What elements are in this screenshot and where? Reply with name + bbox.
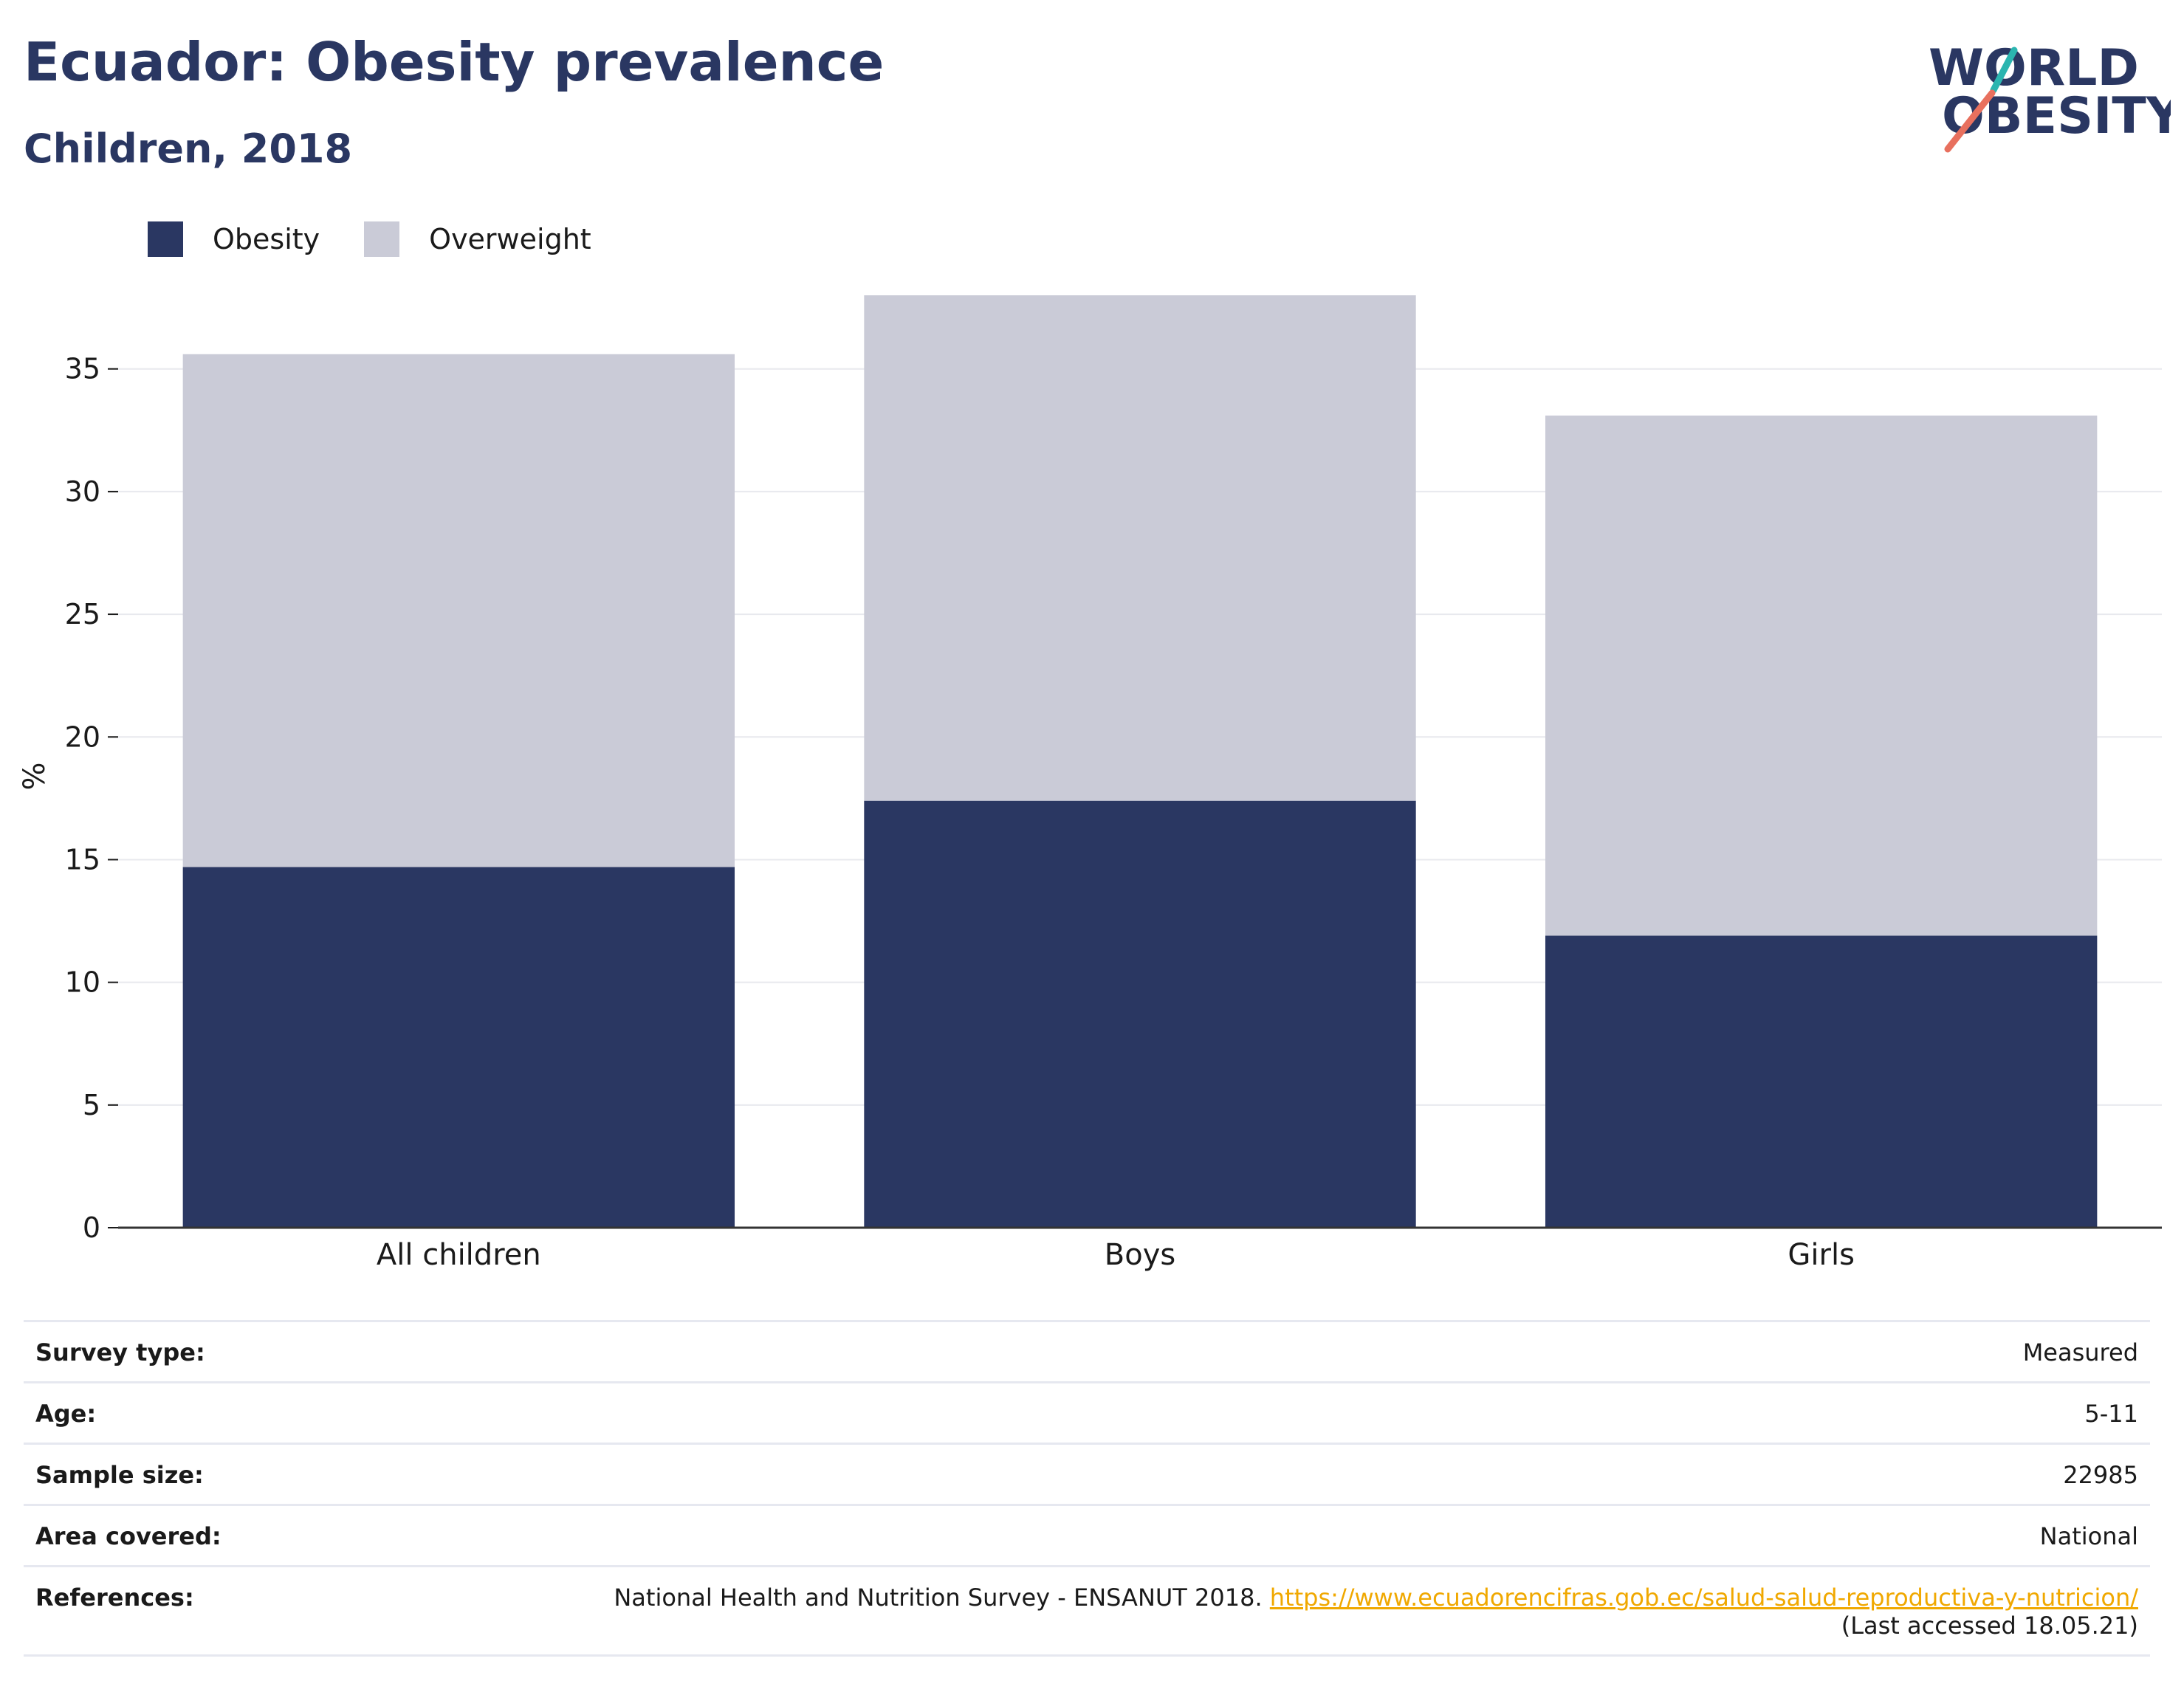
- bar-obesity-all-children[interactable]: [182, 867, 735, 1228]
- y-axis-label: %: [18, 762, 52, 790]
- y-tick-label: 30: [65, 475, 100, 508]
- info-row-age: Age: 5-11: [24, 1383, 2150, 1445]
- references-text: National Health and Nutrition Survey - E…: [614, 1584, 1263, 1612]
- chart-subtitle: Children, 2018: [24, 126, 353, 172]
- info-row-survey-type: Survey type: Measured: [24, 1322, 2150, 1383]
- info-row-area-covered: Area covered: National: [24, 1506, 2150, 1567]
- references-link[interactable]: https://www.ecuadorencifras.gob.ec/salud…: [1269, 1584, 2138, 1612]
- survey-type-value: Measured: [2022, 1338, 2138, 1366]
- bar-overweight-girls[interactable]: [1545, 415, 2098, 936]
- age-value: 5-11: [2084, 1400, 2138, 1428]
- logo-line2: OBESITY: [1942, 87, 2171, 145]
- sample-size-value: 22985: [2063, 1461, 2138, 1489]
- legend-item-obesity[interactable]: Obesity: [148, 221, 320, 257]
- bar-overweight-all-children[interactable]: [182, 354, 735, 867]
- y-tick-label: 20: [65, 721, 100, 753]
- x-tick-label: All children: [377, 1238, 541, 1272]
- legend-label-overweight: Overweight: [429, 223, 591, 255]
- legend-label-obesity: Obesity: [213, 223, 320, 255]
- legend-swatch-overweight: [364, 221, 400, 257]
- stacked-bar-chart: 0 5 10 15 20 25 30 35% All children Boys Girls: [18, 295, 2162, 1272]
- references-value: National Health and Nutrition Survey - E…: [614, 1584, 2138, 1640]
- y-tick-label: 15: [65, 843, 100, 876]
- age-label: Age:: [35, 1400, 97, 1428]
- info-row-sample-size: Sample size: 22985: [24, 1445, 2150, 1506]
- bar-obesity-girls[interactable]: [1545, 935, 2098, 1228]
- x-tick-label: Boys: [1105, 1238, 1175, 1272]
- x-tick-label: Girls: [1788, 1238, 1855, 1272]
- area-covered-value: National: [2039, 1522, 2138, 1550]
- bar-overweight-boys[interactable]: [864, 295, 1416, 801]
- y-tick-label: 25: [65, 598, 100, 630]
- legend-swatch-obesity: [148, 221, 183, 257]
- world-obesity-logo: WORLD OBESITY: [1929, 39, 2171, 153]
- references-accessed: (Last accessed 18.05.21): [1841, 1612, 2138, 1640]
- logo-slash-coral: [1944, 89, 1996, 153]
- info-row-references: References: National Health and Nutritio…: [24, 1567, 2150, 1657]
- area-covered-label: Area covered:: [35, 1522, 222, 1550]
- logo-slash-teal: [1990, 47, 2018, 94]
- references-label: References:: [35, 1584, 194, 1612]
- sample-size-label: Sample size:: [35, 1461, 204, 1489]
- y-tick-label: 5: [83, 1089, 100, 1121]
- bar-obesity-boys[interactable]: [864, 800, 1416, 1228]
- chart-title: Ecuador: Obesity prevalence: [24, 31, 885, 93]
- y-tick-label: 10: [65, 966, 100, 999]
- y-tick-label: 35: [65, 353, 100, 385]
- chart-legend: Obesity Overweight: [148, 219, 636, 260]
- logo-line1: WORLD: [1929, 39, 2139, 97]
- legend-item-overweight[interactable]: Overweight: [364, 221, 591, 257]
- survey-info-table: Survey type: Measured Age: 5-11 Sample s…: [24, 1320, 2150, 1657]
- survey-type-label: Survey type:: [35, 1338, 205, 1366]
- y-tick-label: 0: [83, 1211, 100, 1244]
